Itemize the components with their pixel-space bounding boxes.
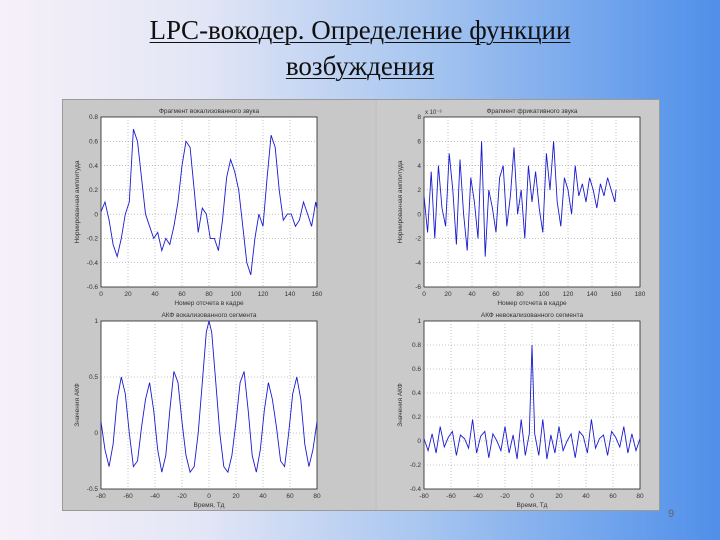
- series-line: [100, 320, 318, 474]
- x-tick-label: -20: [177, 493, 187, 500]
- plot-1: 0 20 40 60 80 100 120 140 160 -0.6 -0.4 -0.2 0 0.2 0.4…: [74, 108, 323, 307]
- y-axis-label: Значения АКФ: [397, 383, 404, 426]
- y-tick-label: -0.2: [87, 236, 99, 243]
- x-tick-label: 80: [313, 493, 321, 500]
- x-tick-label: 20: [555, 493, 563, 500]
- matlab-figure: 0 20 40 60 80 100 120 140 160 -0.6 -0.4 -0.2 0 0.2 0.4…: [62, 99, 660, 511]
- y-tick-label: 1: [417, 318, 421, 325]
- x-tick-label: -60: [123, 493, 133, 500]
- y-tick-label: 0: [94, 430, 98, 437]
- x-tick-label: 0: [422, 291, 426, 298]
- plot-title: АКФ вокализованного сегмента: [161, 312, 256, 319]
- series-line: [423, 141, 617, 257]
- x-tick-label: 140: [587, 291, 598, 298]
- x-tick-label: 160: [611, 291, 622, 298]
- y-tick-label: 8: [417, 114, 421, 121]
- x-tick-label: 180: [635, 291, 646, 298]
- x-tick-label: 120: [563, 291, 574, 298]
- slide-title-line-1: LPC-вокодер. Определение функции: [149, 15, 571, 45]
- x-tick-label: 40: [582, 493, 590, 500]
- y-tick-label: 0.2: [89, 187, 98, 194]
- plot-title: АКФ невокализованного сегмента: [481, 312, 584, 319]
- x-tick-label: 20: [232, 493, 240, 500]
- plot-2: 0 20 40 60 80 100 120 140 160 180 -6 -4 -2 0 2 4 6 8 Фрагм…: [397, 108, 646, 307]
- series-line: [100, 128, 318, 276]
- x-tick-label: 80: [205, 291, 213, 298]
- y-tick-label: 0.8: [412, 342, 421, 349]
- y-tick-label: 0: [94, 211, 98, 218]
- x-tick-label: 160: [312, 291, 323, 298]
- x-tick-label: 40: [468, 291, 476, 298]
- y-tick-label: 0.6: [412, 366, 421, 373]
- y-tick-label: 0.8: [89, 114, 98, 121]
- x-tick-label: 60: [286, 493, 294, 500]
- x-tick-label: 80: [516, 291, 524, 298]
- y-axis-label: Нормированная амплитуда: [397, 160, 404, 243]
- x-tick-label: 100: [539, 291, 550, 298]
- y-axis-label: Нормированная амплитуда: [74, 160, 81, 243]
- x-axis-label: Номер отсчета в кадре: [497, 300, 567, 307]
- y-axis-exponent: x 10⁻³: [425, 110, 442, 116]
- x-tick-label: 140: [285, 291, 296, 298]
- y-tick-label: 2: [417, 187, 421, 194]
- figure-plots: 0 20 40 60 80 100 120 140 160-0.6-0.4-0.200.20.4…: [63, 100, 659, 510]
- x-tick-label: 0: [530, 493, 534, 500]
- x-tick-label: 40: [259, 493, 267, 500]
- series-line: [423, 344, 641, 460]
- x-tick-label: -40: [150, 493, 160, 500]
- x-tick-label: 0: [99, 291, 103, 298]
- y-tick-label: 4: [417, 163, 421, 170]
- y-tick-label: -0.2: [410, 462, 422, 469]
- x-tick-label: 100: [231, 291, 242, 298]
- y-tick-label: -0.6: [87, 284, 99, 291]
- y-tick-label: 0: [417, 211, 421, 218]
- x-tick-label: -20: [500, 493, 510, 500]
- y-tick-label: -6: [415, 284, 421, 291]
- y-tick-label: 0.6: [89, 138, 98, 145]
- x-axis-label: Время, Тд: [517, 502, 548, 509]
- x-tick-label: 0: [207, 493, 211, 500]
- x-tick-label: 120: [258, 291, 269, 298]
- x-tick-label: -80: [96, 493, 106, 500]
- x-axis-label: Номер отсчета в кадре: [174, 300, 244, 307]
- y-tick-label: 0.5: [89, 374, 98, 381]
- x-tick-label: 40: [151, 291, 159, 298]
- x-tick-label: 80: [636, 493, 644, 500]
- plot-title: Фрагмент фрикативного звука: [486, 108, 577, 115]
- slide-title-line-2: возбуждения: [285, 51, 435, 81]
- y-tick-label: 0.4: [412, 390, 421, 397]
- x-tick-label: 60: [609, 493, 617, 500]
- slide-title: LPC-вокодер. Определение функции возбужд…: [0, 12, 720, 84]
- y-tick-label: 0.4: [89, 163, 98, 170]
- plot-3: -80 -60 -40 -20 0 20 40 60 80 -0.5 0 0.5 1 АКФ вокали…: [74, 312, 321, 509]
- x-tick-label: 60: [178, 291, 186, 298]
- slide-number: 9: [668, 508, 675, 520]
- y-tick-label: 0.2: [412, 414, 421, 421]
- x-tick-label: -80: [419, 493, 429, 500]
- x-axis-label: Время, Тд: [194, 502, 225, 509]
- plot-4: -80 -60 -40 -20 0 20 40 60 80 -0.4 -0.2 0 0.2 0.4 0.6 0…: [397, 312, 644, 509]
- x-tick-label: 20: [444, 291, 452, 298]
- y-axis-label: Значения АКФ: [74, 383, 81, 426]
- y-tick-label: -0.5: [87, 486, 99, 493]
- x-tick-label: 60: [492, 291, 500, 298]
- y-tick-label: -4: [415, 260, 421, 267]
- x-tick-label: -60: [446, 493, 456, 500]
- y-tick-label: -0.4: [410, 486, 422, 493]
- y-tick-label: 0: [417, 438, 421, 445]
- y-tick-label: -0.4: [87, 260, 99, 267]
- y-tick-label: -2: [415, 236, 421, 243]
- x-tick-label: -40: [473, 493, 483, 500]
- y-tick-label: 1: [94, 318, 98, 325]
- x-tick-label: 20: [124, 291, 132, 298]
- y-tick-label: 6: [417, 138, 421, 145]
- plot-title: Фрагмент вокализованного звука: [159, 108, 260, 115]
